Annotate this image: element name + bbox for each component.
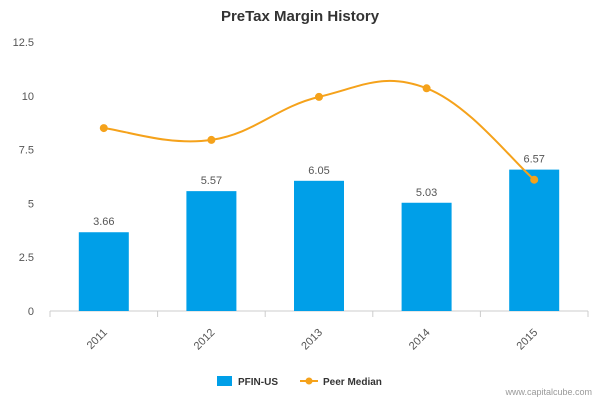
bar-data-label: 6.05: [308, 165, 329, 177]
bar-series: [78, 169, 560, 311]
y-tick-label: 7.5: [19, 145, 34, 157]
legend-swatch-pfin: [217, 376, 232, 386]
peer-median-point: [530, 175, 539, 184]
legend-label-pfin: PFIN-US: [238, 377, 278, 388]
peer-median-point: [315, 92, 323, 101]
bar-data-label: 5.03: [416, 187, 437, 199]
bar: [401, 202, 452, 311]
y-axis: 0 2.5 5 7.5 10 12.5: [13, 37, 34, 318]
x-tick-label: 2014: [407, 327, 433, 353]
bar: [509, 169, 560, 311]
peer-median-point: [99, 124, 108, 133]
bar: [186, 191, 237, 311]
bar: [78, 232, 129, 311]
legend-swatch-peer-marker: [305, 377, 313, 385]
peer-median-point: [422, 84, 431, 93]
bar-data-label: 3.66: [93, 216, 114, 228]
peer-median-point: [207, 135, 216, 144]
legend-label-peer: Peer Median: [323, 377, 382, 388]
y-tick-label: 0: [28, 306, 34, 318]
bar-data-label: 6.57: [523, 154, 544, 166]
y-tick-label: 2.5: [19, 252, 34, 264]
bar: [294, 180, 344, 311]
x-tick-label: 2015: [515, 327, 541, 353]
x-tick-label: 2011: [85, 327, 110, 352]
y-tick-label: 10: [22, 91, 34, 103]
y-tick-label: 5: [28, 198, 34, 210]
legend: PFIN-US Peer Median: [217, 376, 382, 388]
chart-title: PreTax Margin History: [221, 8, 380, 25]
x-tick-label: 2013: [299, 327, 325, 353]
x-tick-label: 2012: [192, 327, 218, 353]
x-axis: 2011 2012 2013 2014 2015: [49, 310, 589, 353]
data-labels: 3.66 5.57 6.05 5.03 6.57: [93, 154, 545, 229]
credit-text: www.capitalcube.com: [504, 387, 592, 397]
bar-data-label: 5.57: [201, 175, 222, 187]
y-tick-label: 12.5: [13, 37, 34, 49]
peer-median-series: [99, 79, 539, 184]
